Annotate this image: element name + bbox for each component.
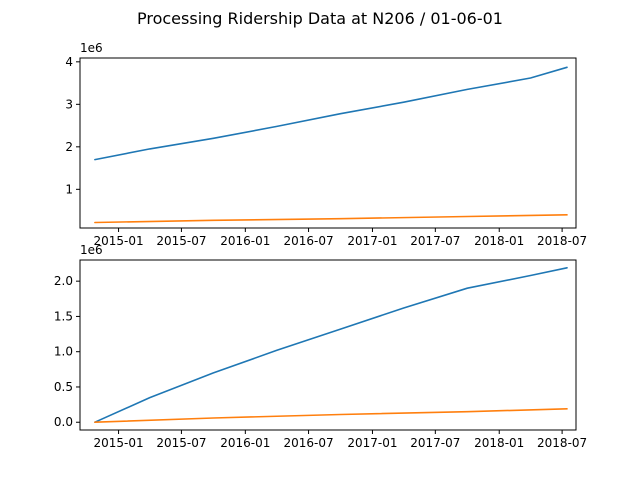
x-tick-label: 2017-07 bbox=[410, 436, 460, 450]
x-tick-label: 2015-07 bbox=[156, 234, 206, 248]
x-tick-label: 2016-01 bbox=[220, 436, 270, 450]
y-tick-label: 1.0 bbox=[54, 345, 73, 359]
subplot-top: 2015-01 2015-07 2016-01 2016-07 2017-01 2017-… bbox=[65, 41, 587, 248]
series-line-2 bbox=[94, 214, 568, 224]
x-tick-label: 2017-07 bbox=[410, 234, 460, 248]
chart-title: Processing Ridership Data at N206 / 01-0… bbox=[137, 9, 503, 28]
axes-frame bbox=[79, 57, 577, 229]
y-tick-label: 3 bbox=[65, 97, 73, 111]
x-tick-label: 2015-01 bbox=[93, 234, 143, 248]
y-tick-label: 2.0 bbox=[54, 274, 73, 288]
y-tick-label: 1.5 bbox=[54, 309, 73, 323]
y-tick-label: 0.5 bbox=[54, 380, 73, 394]
y-tick-label: 4 bbox=[65, 55, 73, 69]
x-tick-label: 2017-01 bbox=[347, 436, 397, 450]
y-tick-label: 0.0 bbox=[54, 415, 73, 429]
subplot-bottom: 2015-01 2015-07 2016-01 2016-07 2017-01 2017-… bbox=[54, 243, 587, 450]
x-tick-label: 2015-07 bbox=[156, 436, 206, 450]
series-line-1 bbox=[94, 66, 568, 161]
y-offset-label: 1e6 bbox=[80, 41, 103, 55]
y-offset-label: 1e6 bbox=[80, 243, 103, 257]
x-tick-label: 2015-01 bbox=[93, 436, 143, 450]
series-line-2 bbox=[94, 408, 568, 423]
y-tick-label: 1 bbox=[65, 182, 73, 196]
x-tick-label: 2018-01 bbox=[474, 234, 524, 248]
series-line-1 bbox=[94, 267, 568, 423]
x-tick-label: 2016-07 bbox=[283, 234, 333, 248]
axes-frame bbox=[79, 259, 577, 431]
y-tick-label: 2 bbox=[65, 140, 73, 154]
x-tick-label: 2018-01 bbox=[474, 436, 524, 450]
x-tick-label: 2017-01 bbox=[347, 234, 397, 248]
x-tick-label: 2018-07 bbox=[537, 234, 587, 248]
x-tick-label: 2016-07 bbox=[283, 436, 333, 450]
x-tick-label: 2018-07 bbox=[537, 436, 587, 450]
x-tick-label: 2016-01 bbox=[220, 234, 270, 248]
